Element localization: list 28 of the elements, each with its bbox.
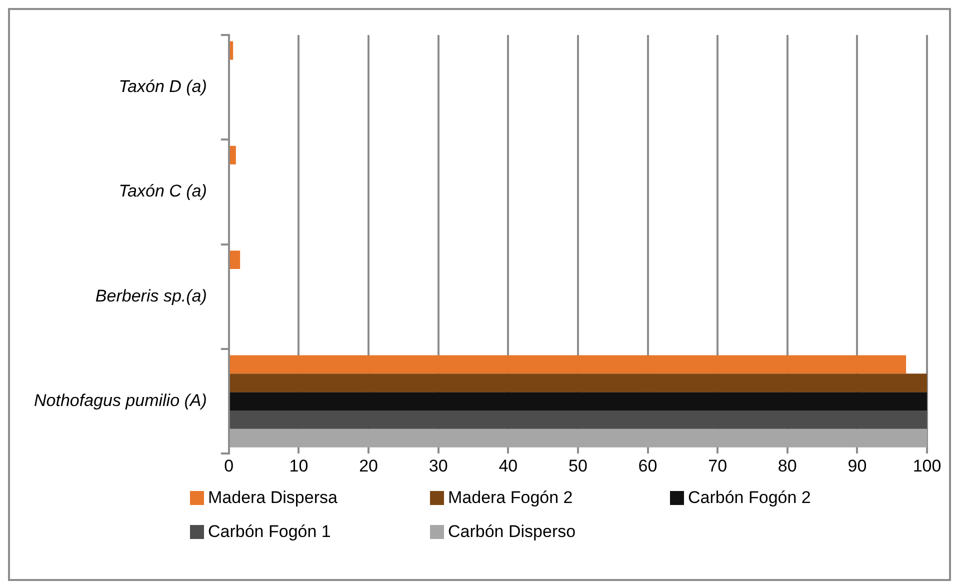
legend-label: Madera Dispersa xyxy=(208,488,338,508)
x-tick-label: 90 xyxy=(848,456,867,476)
x-tick-label: 50 xyxy=(568,456,588,476)
bar xyxy=(230,146,236,164)
bar xyxy=(230,410,927,429)
x-tick-label: 40 xyxy=(498,456,518,476)
x-tick-label: 70 xyxy=(708,456,728,476)
x-tick-label: 20 xyxy=(359,456,378,476)
y-tick-label: Nothofagus pumilio (A) xyxy=(34,391,207,410)
x-tick-label: 80 xyxy=(778,456,797,476)
y-tick-label: Berberis sp.(a) xyxy=(95,286,207,306)
legend-label: Carbón Fogón 1 xyxy=(208,522,331,542)
legend-label: Carbón Fogón 2 xyxy=(688,488,811,508)
y-tick-label: Taxón D (a) xyxy=(118,77,207,96)
bar xyxy=(230,355,906,374)
legend-label: Carbón Disperso xyxy=(448,522,576,542)
bar xyxy=(230,428,927,448)
bar xyxy=(230,374,927,392)
x-tick-label: 100 xyxy=(912,456,942,476)
legend-label: Madera Fogón 2 xyxy=(448,488,573,508)
x-tick-label: 0 xyxy=(224,456,234,476)
x-tick-label: 10 xyxy=(289,456,308,476)
x-tick-label: 60 xyxy=(638,456,658,476)
bar xyxy=(230,250,240,269)
x-tick-label: 30 xyxy=(428,456,448,476)
bar xyxy=(230,392,927,410)
bar xyxy=(230,41,234,60)
y-tick-label: Taxón C (a) xyxy=(118,182,207,201)
